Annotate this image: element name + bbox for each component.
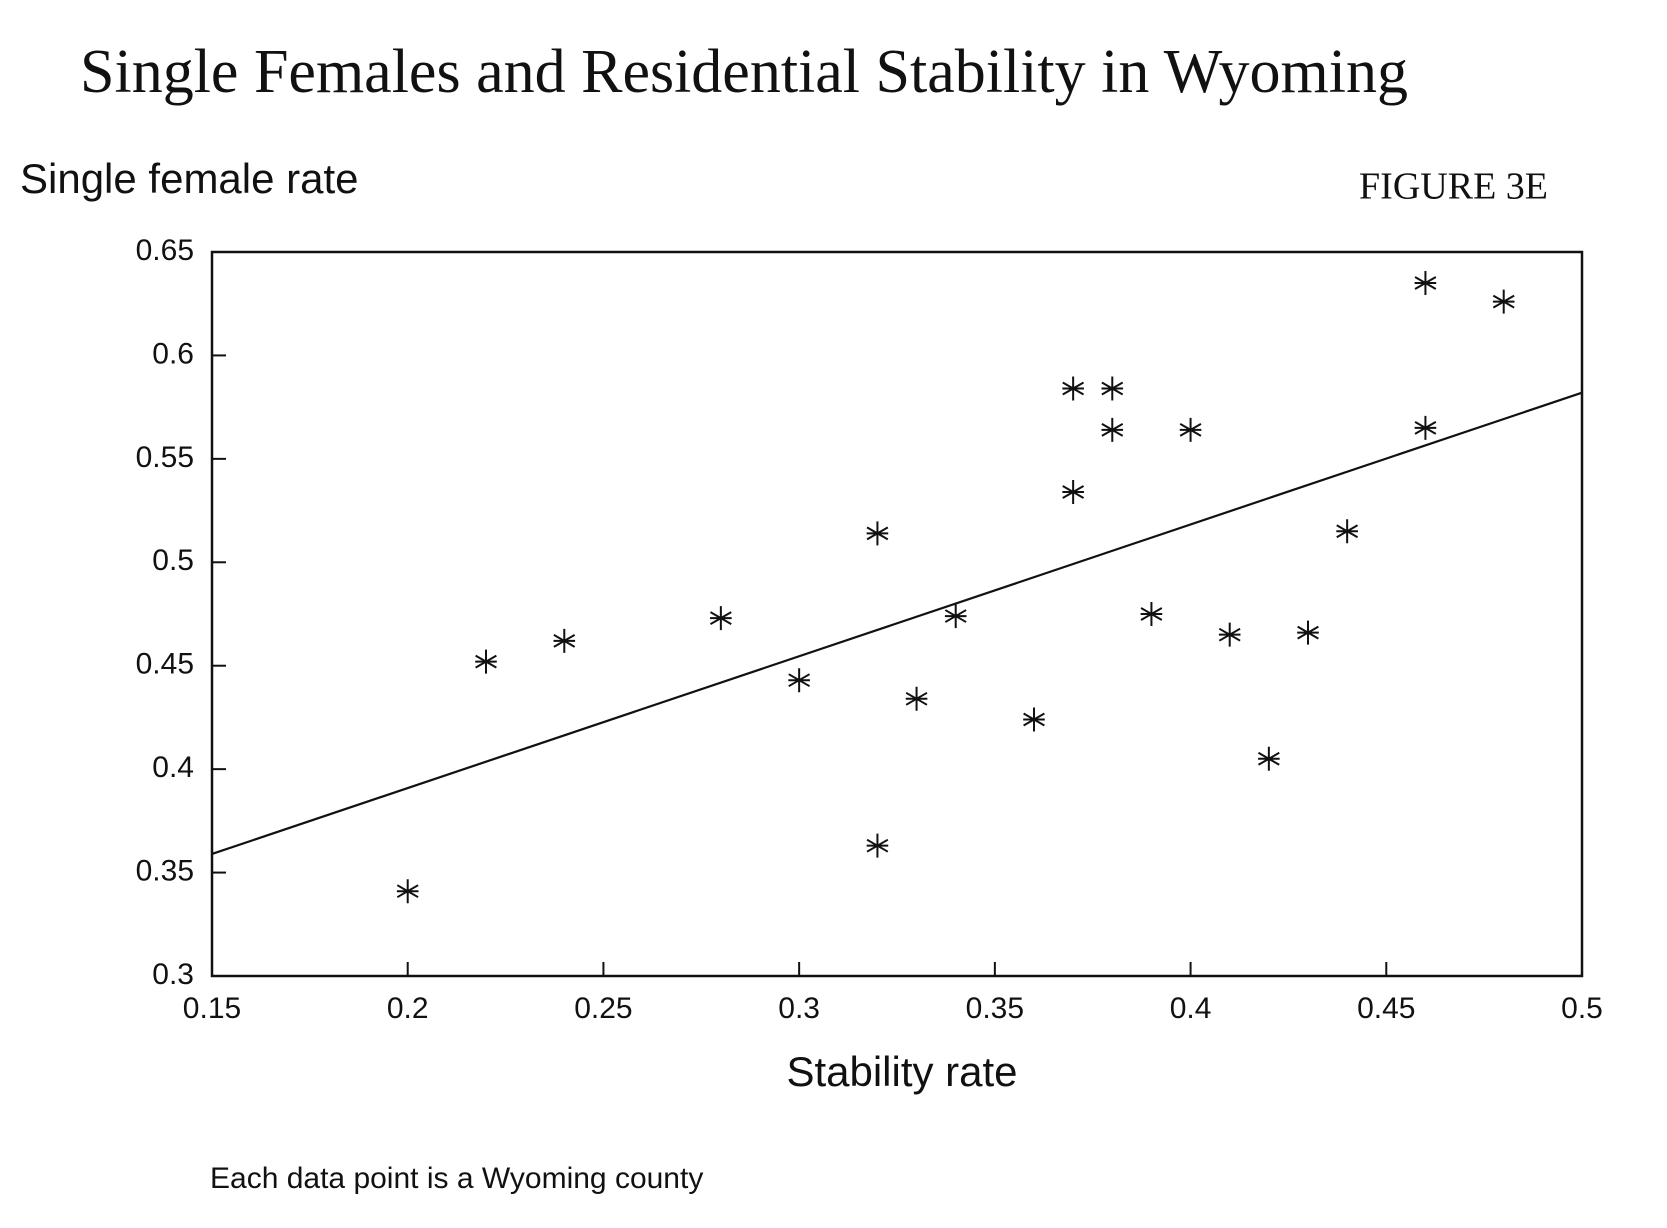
x-tick-label: 0.25 [574,992,632,1025]
data-point [1062,376,1085,401]
y-tick-label: 0.4 [152,751,194,784]
y-axis-label: Single female rate [20,155,359,202]
note: Each data point is a Wyoming county [210,1162,703,1195]
y-tick-label: 0.65 [136,234,194,267]
data-point [1023,707,1045,732]
data-point [866,833,889,858]
data-point [1140,602,1163,626]
data-point [1257,746,1280,771]
x-tick-label: 0.45 [1357,992,1415,1025]
y-tick-label: 0.45 [136,648,194,681]
chart-title: Single Females and Residential Stability… [80,38,1408,106]
figure-label: FIGURE 3E [1359,166,1548,208]
x-tick-label: 0.5 [1561,992,1603,1025]
x-tick-label: 0.3 [778,992,820,1025]
x-tick-label: 0.4 [1170,992,1212,1025]
x-axis-label: Stability rate [786,1048,1017,1095]
data-point [1062,479,1085,504]
y-tick-label: 0.55 [136,441,194,474]
y-tick-label: 0.3 [152,958,194,991]
y-tick-label: 0.35 [136,854,194,887]
data-point [866,521,889,546]
data-point [1297,620,1319,645]
data-point [1101,376,1124,401]
y-tick-label: 0.6 [152,337,194,370]
x-tick-label: 0.15 [183,992,241,1025]
data-point [944,604,967,629]
data-point [1414,271,1437,296]
data-point [1414,415,1437,440]
data-point [553,628,576,653]
trend-line [211,391,1583,855]
data-point [1492,289,1515,314]
y-tick-label: 0.5 [152,544,194,577]
data-point [905,686,928,711]
data-point [1336,519,1359,544]
data-point [1101,417,1124,442]
data-point [788,668,811,693]
data-point [475,649,497,674]
x-tick-label: 0.35 [966,992,1024,1025]
data-point [1179,417,1202,442]
plot-frame [210,250,1584,978]
data-point [709,606,732,631]
data-point [1218,622,1241,647]
data-point [396,879,419,904]
x-tick-label: 0.2 [387,992,429,1025]
